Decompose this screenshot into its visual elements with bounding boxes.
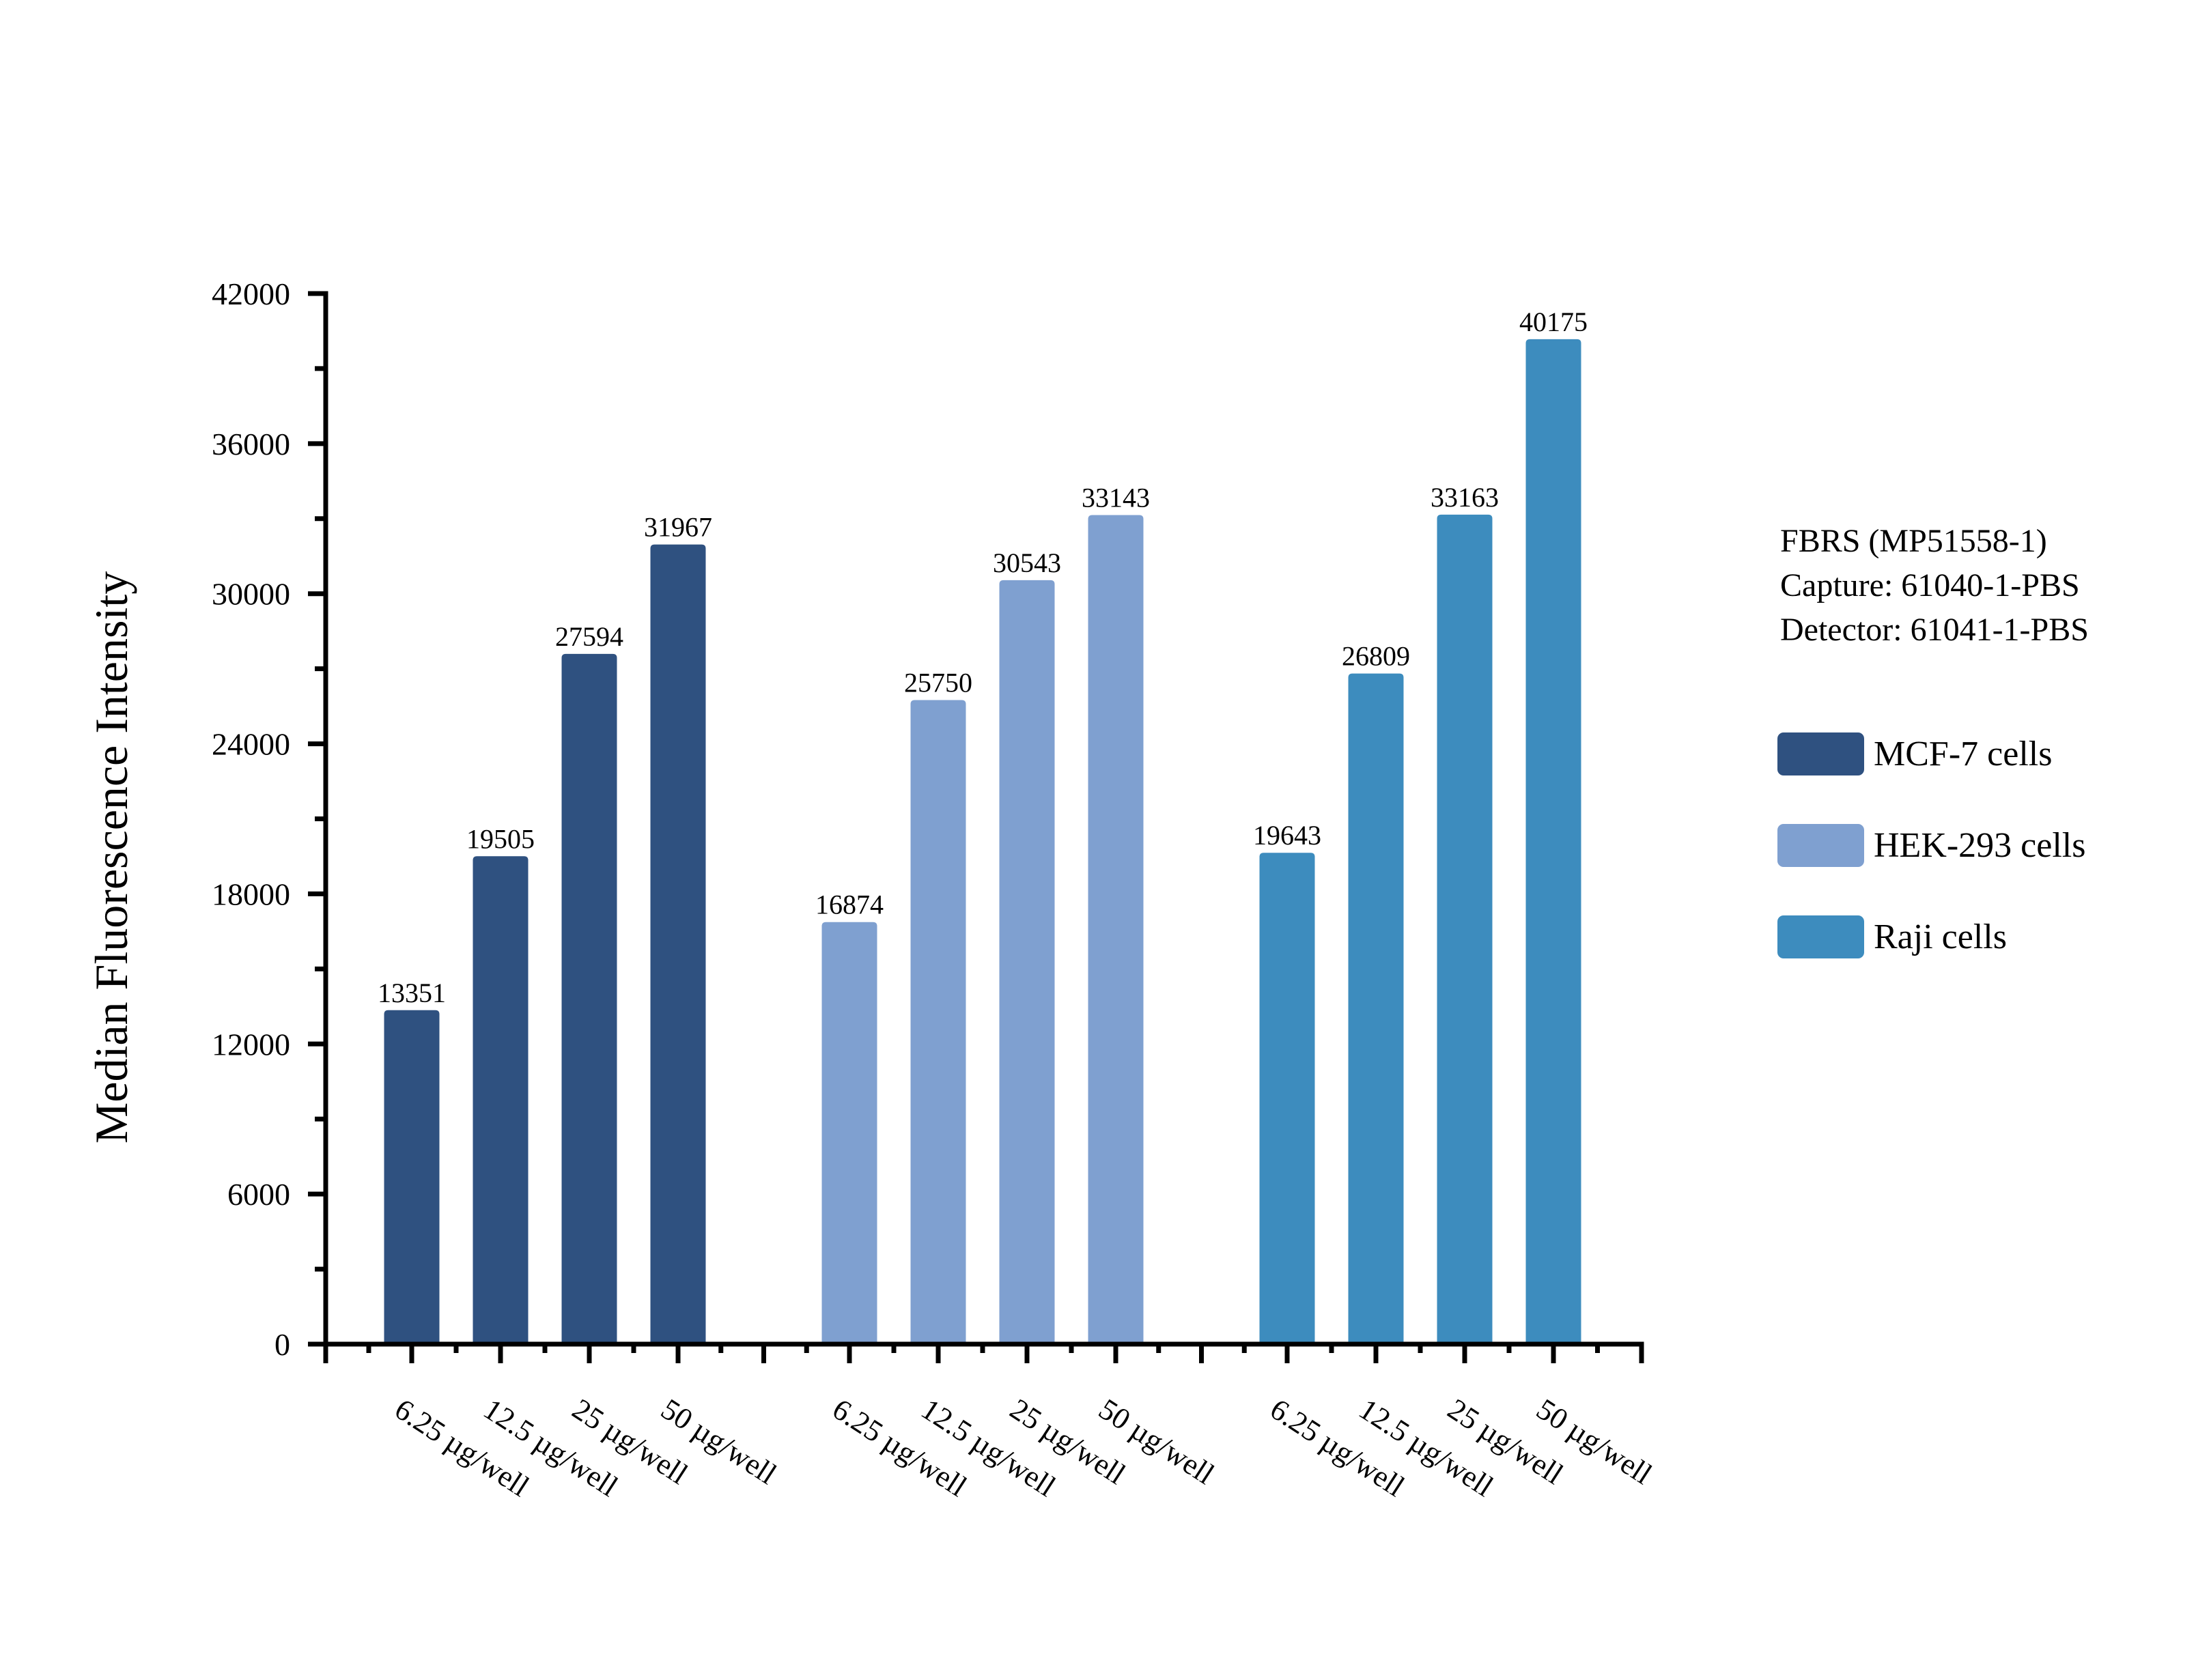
bar-value-label: 16874 <box>815 889 884 920</box>
legend-title-line-2: Capture: 61040-1-PBS <box>1780 567 2080 603</box>
bar <box>1437 514 1493 1344</box>
bar-value-label: 13351 <box>378 978 446 1008</box>
legend-swatch-hek293 <box>1777 824 1864 867</box>
legend-title-line-1: FBRS (MP51558-1) <box>1780 523 2047 559</box>
bar-value-label: 30543 <box>993 547 1061 578</box>
legend-item-hek293: HEK-293 cells <box>1777 824 2085 867</box>
legend-label-mcf7: MCF-7 cells <box>1874 735 2053 773</box>
bar <box>561 653 617 1344</box>
legend-swatch-mcf7 <box>1777 732 1864 775</box>
bar-value-label: 33163 <box>1431 482 1499 513</box>
y-axis-minor-ticks <box>315 366 326 1272</box>
legend-item-raji: Raji cells <box>1777 915 2085 958</box>
bar <box>1259 853 1315 1344</box>
y-tick-label: 0 <box>274 1327 290 1362</box>
bar <box>384 1010 440 1344</box>
y-tick-label: 24000 <box>212 727 290 762</box>
bar-value-label: 33143 <box>1082 483 1150 513</box>
legend-title-line-3: Detector: 61041-1-PBS <box>1780 612 2089 648</box>
bar <box>650 544 706 1345</box>
y-tick-label: 42000 <box>212 276 290 311</box>
bar <box>1348 673 1404 1344</box>
bar-value-label: 27594 <box>555 621 623 652</box>
bar-value-label: 19643 <box>1253 820 1321 851</box>
bar <box>473 856 529 1344</box>
legend-item-mcf7: MCF-7 cells <box>1777 732 2085 775</box>
bar-value-label: 25750 <box>904 667 972 698</box>
y-tick-label: 12000 <box>212 1027 290 1062</box>
bar <box>1088 515 1144 1344</box>
x-axis-minor-ticks <box>366 1344 1600 1353</box>
bar-value-label: 26809 <box>1342 641 1410 672</box>
y-axis-title: Median Fluorescence Intensity <box>85 571 137 1143</box>
bar-value-label: 19505 <box>466 823 535 854</box>
y-tick-label: 18000 <box>212 877 290 911</box>
bar-value-label: 40175 <box>1519 307 1588 337</box>
y-tick-label: 6000 <box>227 1177 290 1212</box>
y-tick-label: 30000 <box>212 577 290 612</box>
legend-label-hek293: HEK-293 cells <box>1874 826 2086 865</box>
legend-header: FBRS (MP51558-1) Capture: 61040-1-PBS De… <box>1780 519 2089 652</box>
bar <box>999 580 1055 1345</box>
legend-label-raji: Raji cells <box>1874 917 2007 956</box>
x-axis-major-ticks <box>409 1344 1644 1363</box>
legend-items: MCF-7 cells HEK-293 cells Raji cells <box>1777 732 2085 1007</box>
bar <box>821 922 877 1344</box>
y-tick-label: 36000 <box>212 427 290 461</box>
bar <box>1525 339 1581 1345</box>
bar <box>910 700 966 1344</box>
y-axis-major-ticks <box>308 291 326 1347</box>
bar-value-label: 31967 <box>644 512 712 543</box>
legend-swatch-raji <box>1777 915 1864 958</box>
